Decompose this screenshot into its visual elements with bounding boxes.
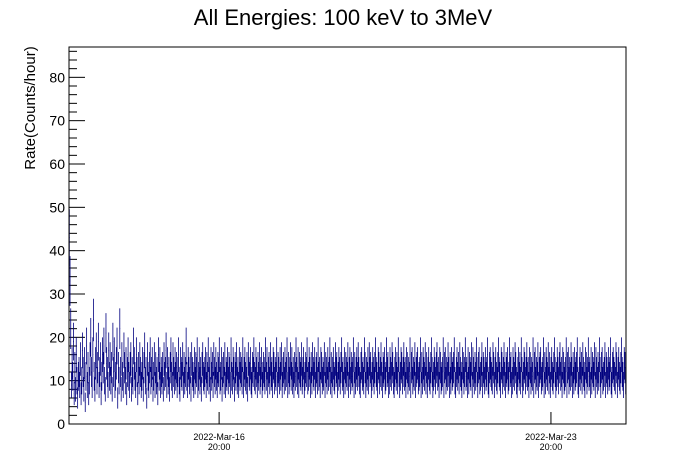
y-tick-label: 20 xyxy=(49,329,65,345)
y-tick-label: 10 xyxy=(49,373,65,389)
x-tick-label-time: 20:00 xyxy=(208,442,231,452)
y-axis-label: Rate(Counts/hour) xyxy=(22,46,39,169)
data-points xyxy=(68,209,627,413)
plot-frame xyxy=(68,46,627,425)
y-tick-label: 70 xyxy=(49,113,65,129)
y-tick-label: 40 xyxy=(49,243,65,259)
chart-title: All Energies: 100 keV to 3MeV xyxy=(194,5,493,30)
y-tick-label: 30 xyxy=(49,286,65,302)
x-tick-label-date: 2022-Mar-23 xyxy=(525,432,577,442)
axis-tick-labels: 010203040506070802022-Mar-1620:002022-Ma… xyxy=(49,69,576,452)
x-tick-label-date: 2022-Mar-16 xyxy=(193,432,245,442)
y-tick-label: 0 xyxy=(57,416,65,432)
y-tick-label: 60 xyxy=(49,156,65,172)
y-tick-label: 80 xyxy=(49,69,65,85)
x-tick-label-time: 20:00 xyxy=(540,442,563,452)
y-tick-label: 50 xyxy=(49,199,65,215)
